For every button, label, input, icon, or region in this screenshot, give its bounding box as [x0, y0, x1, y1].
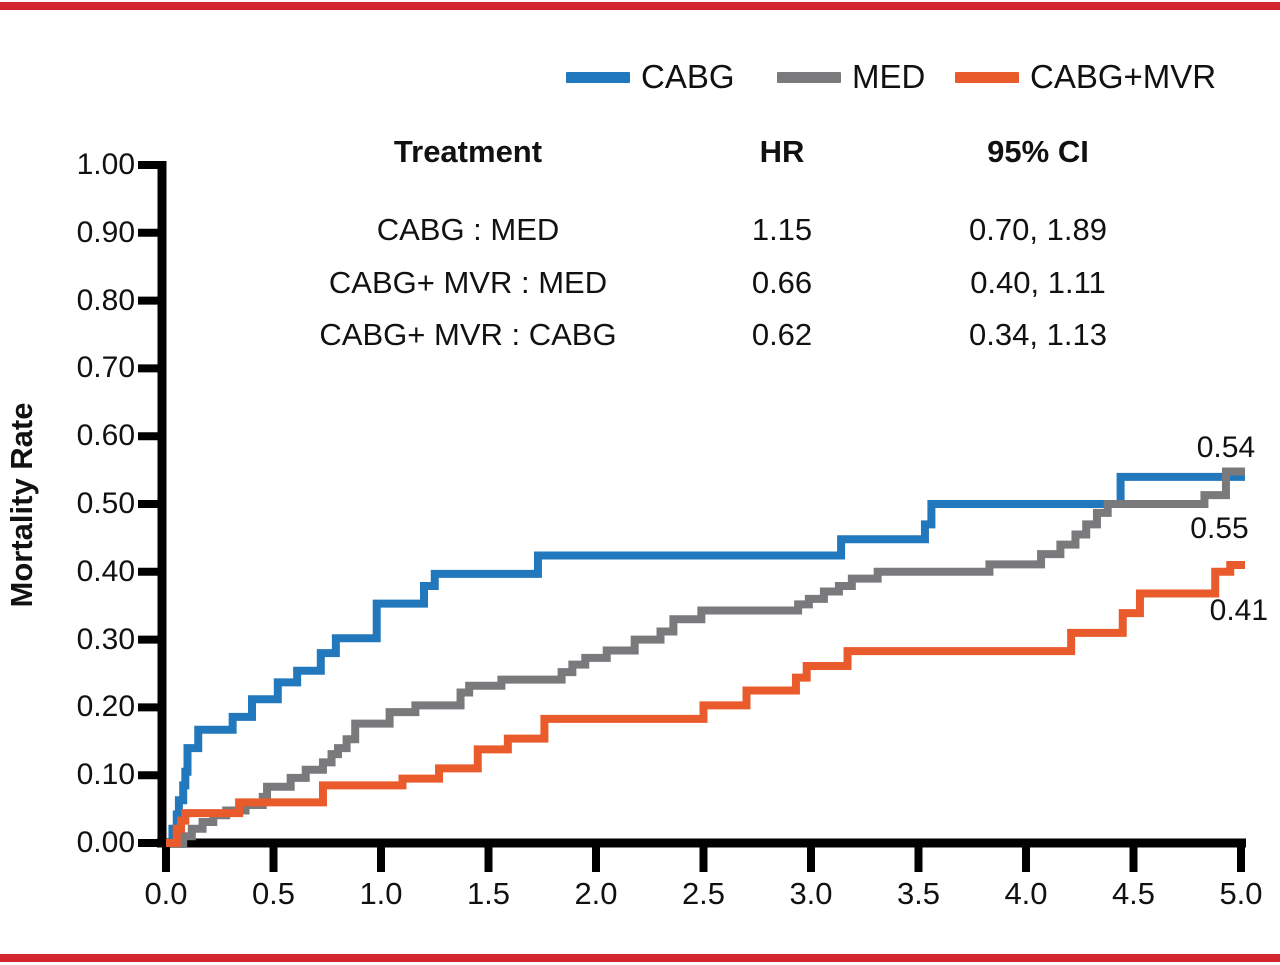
hr-table-hr: 1.15 — [751, 212, 813, 247]
hr-table-ci: 0.40, 1.11 — [970, 265, 1106, 300]
y-tick-label: 0.80 — [76, 283, 135, 317]
hr-table-header-treatment: Treatment — [393, 134, 543, 169]
hr-table-header-ci: 95% CI — [987, 134, 1089, 169]
x-tick-label: 2.0 — [574, 876, 618, 911]
legend-label: MED — [852, 58, 926, 95]
y-tick-label: 1.00 — [76, 148, 135, 181]
cabg-mvr-end-value-label: 0.41 — [1209, 594, 1269, 628]
x-tick-label: 3.0 — [789, 876, 833, 911]
top-accent-rule — [0, 2, 1280, 10]
legend-item-med: MED — [777, 60, 925, 94]
hr-table-ci: 0.70, 1.89 — [969, 212, 1107, 247]
hr-table-row: CABG : MED 1.15 0.70, 1.89 — [0, 212, 1280, 248]
legend-label: CABG — [641, 58, 735, 95]
x-tick-label: 1.0 — [359, 876, 403, 911]
hr-table-header-row: Treatment HR 95% CI — [0, 134, 1280, 170]
legend-item-cabg: CABG — [566, 60, 735, 94]
y-tick-label: 0.10 — [76, 758, 135, 792]
hr-table-treatment: CABG+ MVR : MED — [328, 265, 608, 300]
med-end-value-label: 0.55 — [1190, 512, 1249, 546]
series-cabg-mvr — [166, 561, 1245, 847]
cabg-mvr-line-swatch — [955, 71, 1019, 83]
hr-table-row: CABG+ MVR : MED 0.66 0.40, 1.11 — [0, 265, 1280, 301]
hr-table-ci: 0.34, 1.13 — [969, 317, 1107, 352]
y-tick-label: 0.50 — [76, 487, 135, 520]
legend-item-cabg-mvr: CABG+MVR — [955, 60, 1216, 94]
y-tick-label: 0.00 — [76, 826, 135, 859]
y-tick-label: 0.40 — [76, 554, 135, 588]
y-tick-label: 0.90 — [76, 215, 135, 249]
series-cabg — [166, 472, 1245, 847]
x-tick-label: 3.5 — [896, 876, 941, 911]
x-tick-label: 0.5 — [251, 876, 296, 911]
hr-table-hr: 0.66 — [751, 265, 813, 300]
y-tick-label: 0.30 — [76, 622, 135, 656]
x-tick-label: 0.0 — [144, 876, 188, 911]
med-line-swatch — [777, 71, 841, 83]
y-tick-label: 0.20 — [76, 690, 135, 724]
hr-table-row: CABG+ MVR : CABG 0.62 0.34, 1.13 — [0, 317, 1280, 353]
bottom-accent-rule — [0, 954, 1280, 962]
hr-table-treatment: CABG : MED — [376, 212, 560, 247]
y-tick-label: 0.60 — [76, 419, 135, 453]
x-tick-label: 5.0 — [1219, 876, 1263, 911]
x-tick-label: 2.5 — [681, 876, 726, 911]
series-med — [166, 467, 1245, 847]
hr-table-treatment: CABG+ MVR : CABG — [319, 317, 617, 352]
x-tick-label: 1.5 — [466, 876, 511, 911]
cabg-end-value-label: 0.54 — [1196, 431, 1256, 465]
legend-label: CABG+MVR — [1030, 58, 1217, 95]
x-tick-label: 4.0 — [1004, 876, 1048, 911]
hr-table-hr: 0.62 — [751, 317, 813, 352]
hr-table-header-hr: HR — [759, 134, 805, 169]
cabg-line-swatch — [566, 71, 630, 83]
x-tick-label: 4.5 — [1111, 876, 1156, 911]
y-tick-label: 0.70 — [76, 351, 135, 385]
